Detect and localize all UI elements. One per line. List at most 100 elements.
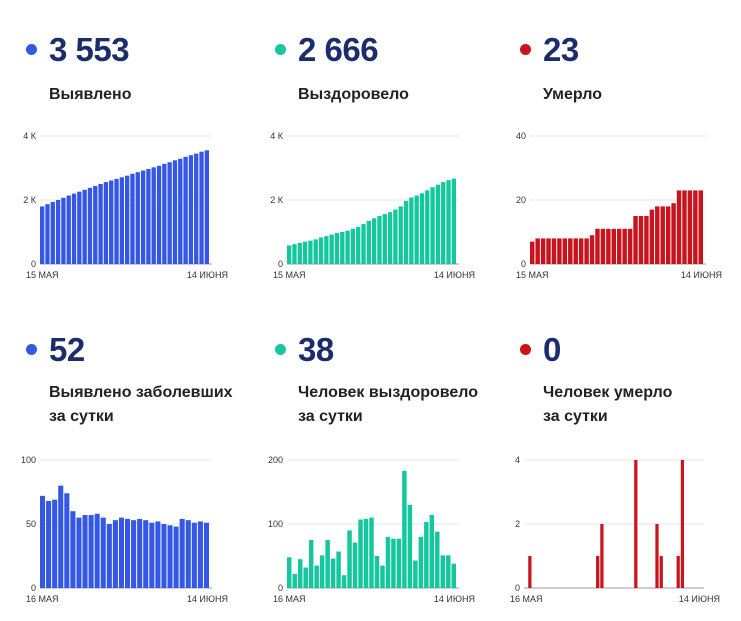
bar — [52, 499, 58, 588]
bar — [50, 201, 55, 264]
bar — [203, 522, 209, 588]
bar — [297, 242, 302, 264]
bar — [325, 540, 330, 588]
bar — [528, 556, 532, 588]
bar — [88, 515, 94, 588]
bar — [595, 228, 600, 264]
bar — [363, 518, 369, 588]
bar — [435, 531, 440, 588]
bar — [633, 216, 638, 264]
bar — [93, 185, 98, 264]
bar — [314, 565, 319, 588]
bar — [682, 190, 687, 264]
y-tick-label: 2 К — [23, 195, 37, 205]
bar — [451, 563, 456, 588]
bar — [106, 524, 112, 588]
bar — [418, 536, 424, 588]
bar — [366, 220, 371, 264]
bar — [297, 559, 303, 588]
bar — [58, 485, 64, 588]
bar — [589, 235, 595, 264]
bar — [191, 522, 197, 588]
bar — [178, 158, 183, 264]
bar — [112, 520, 118, 588]
bar — [409, 197, 414, 264]
bar — [100, 517, 106, 588]
bar — [82, 189, 87, 264]
bar — [336, 551, 341, 588]
bar — [627, 228, 633, 264]
detected-daily-chart: 0 50 100 16 МАЯ 14 ИЮНЯ — [21, 455, 228, 604]
bar — [419, 193, 425, 264]
bar — [352, 542, 358, 588]
deaths-total-value: 23 — [543, 31, 579, 68]
bar — [77, 191, 82, 264]
bar — [313, 239, 318, 264]
bar — [611, 228, 616, 264]
bar — [345, 230, 350, 264]
bar — [350, 228, 356, 264]
bar — [687, 190, 693, 264]
detected-total-label: Выявлено — [49, 86, 132, 103]
bar — [596, 556, 600, 588]
bar — [402, 470, 407, 588]
x-tick-label-end: 14 ИЮНЯ — [434, 594, 475, 604]
bar — [155, 521, 161, 588]
bar — [374, 556, 380, 588]
bar — [671, 203, 676, 264]
bar — [40, 206, 45, 264]
bar — [372, 218, 377, 264]
bar — [649, 209, 655, 264]
bar — [644, 216, 649, 264]
recovered-daily-value: 38 — [298, 331, 334, 368]
bar — [396, 538, 402, 588]
recovered-daily-label-line2: за сутки — [298, 408, 363, 425]
bar — [61, 197, 66, 264]
bar — [568, 238, 573, 264]
bar — [197, 521, 203, 588]
y-tick-label: 40 — [516, 131, 526, 141]
legend-dot — [26, 344, 37, 355]
bar — [292, 244, 297, 264]
bar — [665, 206, 671, 264]
bar — [66, 195, 71, 264]
legend-dot — [520, 344, 531, 355]
bar — [55, 200, 61, 264]
x-tick-label-start: 15 МАЯ — [26, 270, 59, 280]
bar — [125, 175, 130, 264]
bar — [98, 184, 103, 264]
bar — [167, 525, 173, 588]
bar — [584, 238, 589, 264]
bar — [358, 519, 363, 588]
bar — [414, 195, 419, 264]
bar — [135, 172, 140, 264]
bar — [606, 228, 611, 264]
detected-total-chart: 0 2 К 4 К 15 МАЯ 14 ИЮНЯ — [23, 131, 228, 280]
y-tick-label: 100 — [268, 519, 283, 529]
y-tick-label: 20 — [516, 195, 526, 205]
bar — [441, 182, 446, 264]
bar — [446, 180, 451, 264]
bar — [676, 190, 682, 264]
legend-dot — [275, 344, 286, 355]
y-tick-label: 4 — [515, 455, 520, 465]
bar — [356, 226, 361, 264]
x-tick-label-end: 14 ИЮНЯ — [681, 270, 722, 280]
bar — [64, 493, 70, 588]
bar — [179, 518, 185, 588]
bar — [425, 190, 430, 264]
bar — [292, 573, 297, 588]
bar — [622, 228, 627, 264]
bar — [45, 204, 50, 264]
y-tick-label: 0 — [278, 583, 283, 593]
bar — [146, 168, 151, 264]
bar — [109, 180, 114, 264]
bar — [387, 212, 393, 264]
bar — [143, 520, 149, 588]
x-tick-label-start: 16 МАЯ — [273, 594, 306, 604]
y-tick-label: 0 — [515, 583, 520, 593]
y-tick-label: 2 К — [270, 195, 284, 205]
y-tick-label: 200 — [268, 455, 283, 465]
bar — [162, 163, 167, 264]
bar — [398, 206, 403, 264]
